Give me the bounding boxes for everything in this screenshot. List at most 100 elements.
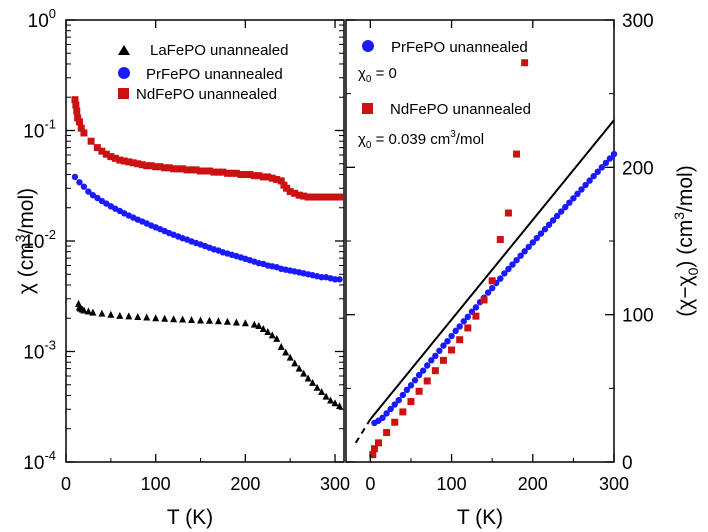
left-point-square-32 [201, 167, 209, 175]
right-point-circle-23 [464, 313, 472, 321]
left-point-square-33 [205, 167, 213, 175]
right-point-circle-50 [574, 190, 581, 198]
left-point-square-7 [87, 137, 95, 145]
right-point-circle-56 [598, 164, 606, 171]
left-point-triangle-7 [98, 309, 106, 317]
right-point-square-11 [448, 346, 456, 354]
right-data-marks [369, 59, 618, 459]
left-y-label-tail: /mol) [15, 188, 38, 235]
left-point-square-14 [120, 157, 128, 165]
left-point-square-60 [322, 193, 330, 201]
annotation-nd-chi0-sub: 0 [366, 140, 372, 151]
right-point-circle-36 [517, 252, 524, 259]
left-point-square-55 [300, 192, 308, 200]
left-point-triangle-26 [259, 324, 267, 332]
right-point-circle-58 [606, 155, 614, 162]
left-point-triangle-9 [116, 311, 124, 319]
left-y-tick-label: 10-1 [23, 117, 56, 143]
right-point-circle-3 [383, 410, 390, 417]
left-point-square-41 [241, 170, 249, 178]
right-point-circle-48 [566, 199, 573, 206]
left-point-square-62 [331, 193, 339, 201]
left-point-square-9 [98, 147, 106, 155]
left-point-square-37 [223, 169, 231, 177]
left-point-triangle-29 [273, 334, 281, 342]
left-point-square-31 [197, 167, 205, 175]
right-point-circle-29 [488, 284, 496, 292]
right-point-circle-22 [460, 318, 467, 325]
left-point-square-48 [273, 176, 281, 184]
left-data-marks [71, 96, 344, 410]
left-panel: 0 100 200 300 10-4 10-3 10-2 10-1 100 LaFePO un… [12, 6, 350, 529]
legend-marker-pr-right [362, 40, 374, 52]
left-point-triangle-28 [268, 331, 276, 339]
right-point-circle-2 [379, 414, 386, 421]
right-point-circle-42 [541, 226, 549, 233]
right-point-circle-14 [428, 357, 435, 364]
right-point-circle-34 [509, 261, 516, 268]
left-point-square-39 [232, 169, 240, 177]
right-x-ticks: 0 100 200 300 [365, 20, 629, 494]
legend-label-la: LaFePO unannealed [150, 42, 288, 59]
left-point-square-20 [147, 162, 155, 170]
right-point-circle-37 [521, 248, 528, 255]
left-point-square-44 [255, 172, 263, 180]
right-point-circle-40 [533, 234, 541, 242]
right-point-circle-6 [395, 396, 402, 404]
left-point-square-46 [264, 173, 272, 181]
left-point-square-5 [77, 124, 85, 132]
right-point-square-16 [488, 277, 496, 285]
right-x-tick-label: 200 [518, 474, 548, 494]
left-point-square-4 [75, 118, 83, 126]
right-point-circle-52 [582, 181, 589, 189]
right-point-circle-44 [549, 217, 557, 224]
right-point-square-15 [480, 296, 488, 304]
left-point-square-11 [107, 153, 115, 161]
left-point-triangle-40 [322, 392, 330, 400]
legend-marker-nd-right [362, 103, 373, 114]
legend-marker-la [118, 45, 130, 55]
right-point-circle-15 [432, 352, 439, 360]
right-y-tick-label: 0 [622, 453, 633, 474]
legend-label-pr-right: PrFePO unannealed [391, 39, 528, 56]
left-point-square-24 [165, 164, 173, 172]
right-fit-line [369, 119, 615, 420]
right-point-square-13 [464, 324, 472, 332]
left-point-triangle-11 [134, 313, 142, 321]
left-point-square-28 [183, 166, 191, 174]
left-point-triangle-14 [161, 314, 169, 322]
right-point-square-18 [504, 209, 512, 217]
right-point-circle-25 [472, 304, 480, 311]
left-point-circle-3 [85, 188, 92, 195]
right-point-circle-49 [570, 195, 577, 202]
legend-marker-nd [118, 88, 129, 99]
left-point-triangle-18 [197, 316, 205, 324]
left-point-square-38 [228, 169, 236, 177]
left-point-triangle-21 [223, 317, 231, 325]
left-point-square-19 [143, 162, 151, 170]
left-point-square-17 [134, 160, 142, 168]
left-point-triangle-6 [89, 308, 97, 316]
left-point-square-40 [237, 170, 245, 178]
left-x-tick-label: 100 [141, 474, 171, 494]
left-point-square-13 [116, 156, 124, 164]
left-y-tick-label: 10-4 [23, 448, 56, 474]
left-point-triangle-38 [313, 383, 321, 391]
left-point-square-51 [283, 184, 291, 192]
right-point-circle-33 [505, 265, 512, 273]
left-point-square-57 [309, 193, 317, 201]
right-point-square-5 [399, 408, 407, 416]
right-point-circle-57 [602, 159, 610, 167]
right-point-square-1 [370, 445, 378, 453]
left-x-tick-label: 0 [61, 474, 71, 494]
left-point-square-49 [277, 177, 285, 185]
left-point-triangle-19 [205, 316, 213, 324]
right-point-circle-38 [525, 243, 532, 251]
right-y-tick-label: 100 [622, 306, 654, 327]
right-point-circle-21 [456, 323, 463, 330]
annotation-pr-chi0-sub: 0 [366, 74, 372, 85]
right-point-circle-11 [415, 371, 423, 379]
left-point-square-56 [304, 193, 312, 201]
